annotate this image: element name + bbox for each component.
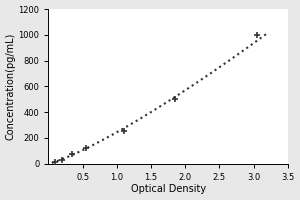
Y-axis label: Concentration(pg/mL): Concentration(pg/mL) <box>6 33 16 140</box>
X-axis label: Optical Density: Optical Density <box>130 184 206 194</box>
